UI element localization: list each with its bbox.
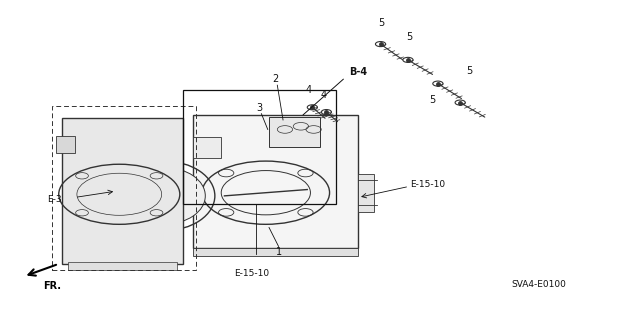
Text: 4: 4 <box>320 90 326 100</box>
Polygon shape <box>193 248 358 256</box>
Text: 3: 3 <box>257 103 262 113</box>
FancyBboxPatch shape <box>193 115 358 248</box>
Text: 5: 5 <box>406 33 412 42</box>
Text: 1: 1 <box>275 248 282 257</box>
Text: 5: 5 <box>467 66 473 76</box>
FancyBboxPatch shape <box>193 137 221 158</box>
Text: B-4: B-4 <box>349 67 367 77</box>
FancyBboxPatch shape <box>62 118 183 264</box>
Text: 4: 4 <box>305 85 312 95</box>
FancyBboxPatch shape <box>358 174 374 212</box>
Text: E-15-10: E-15-10 <box>234 269 269 278</box>
Text: 5: 5 <box>429 95 436 105</box>
Ellipse shape <box>122 167 205 224</box>
FancyBboxPatch shape <box>56 136 75 153</box>
Text: SVA4-E0100: SVA4-E0100 <box>511 280 566 289</box>
FancyBboxPatch shape <box>269 117 320 147</box>
Text: 2: 2 <box>272 74 278 84</box>
Text: FR.: FR. <box>43 281 61 291</box>
FancyBboxPatch shape <box>68 262 177 270</box>
Text: E-3: E-3 <box>47 195 62 204</box>
Text: E-15-10: E-15-10 <box>410 180 445 189</box>
Text: 5: 5 <box>379 18 385 28</box>
